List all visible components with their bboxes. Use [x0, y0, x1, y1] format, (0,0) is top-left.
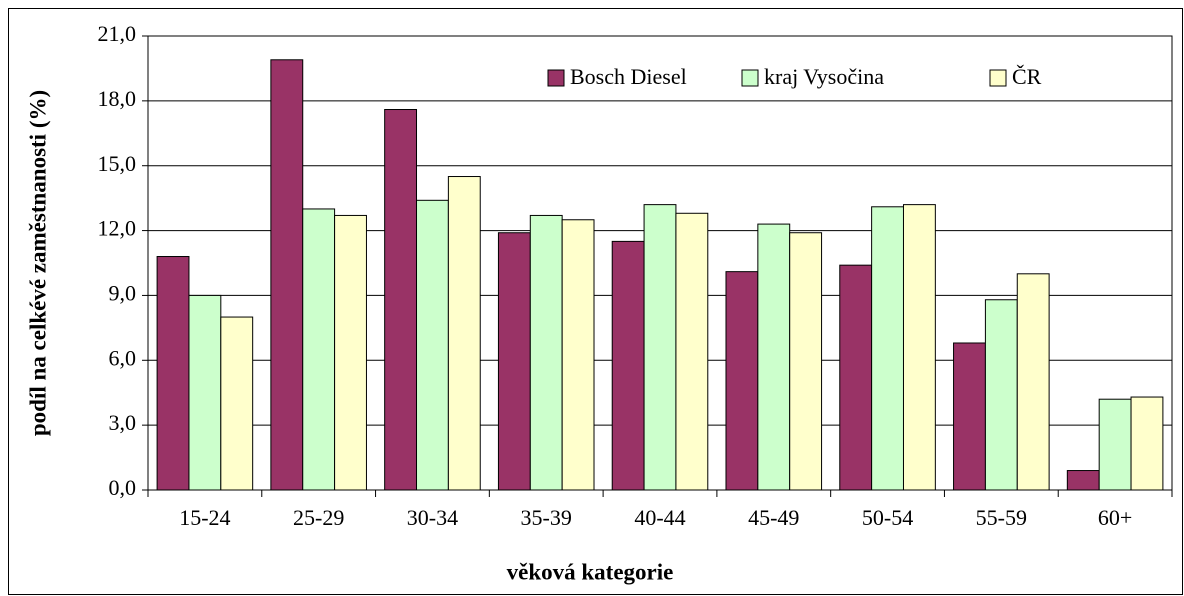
x-tick-label: 60+ [1098, 505, 1132, 530]
bar [643, 204, 677, 491]
bar [156, 256, 190, 491]
legend-swatch [547, 69, 565, 87]
bar [1016, 273, 1050, 491]
bar [839, 264, 873, 491]
bar [416, 199, 449, 491]
x-tick-label: 30-34 [407, 505, 458, 530]
bar [757, 223, 791, 491]
x-tick-label: 55-59 [976, 505, 1027, 530]
y-tick-label: 0,0 [109, 475, 137, 500]
y-tick-label: 3,0 [109, 410, 137, 435]
x-axis-title: věková kategorie [507, 559, 674, 584]
y-axis-title: podíl na celkévé zaměstnanosti (%) [25, 90, 50, 436]
y-tick-label: 21,0 [98, 21, 137, 46]
bar [871, 206, 904, 491]
legend-swatch [741, 69, 759, 87]
bar [220, 316, 254, 491]
bar [1066, 470, 1100, 491]
bar [270, 59, 304, 491]
x-tick-label: 15-24 [179, 505, 230, 530]
bar [611, 240, 645, 491]
y-tick-label: 12,0 [98, 216, 137, 241]
bar [334, 214, 367, 491]
bar [384, 109, 418, 491]
y-tick-label: 9,0 [109, 280, 137, 305]
legend-label: Bosch Diesel [570, 64, 687, 89]
bar [447, 176, 481, 491]
bar [725, 271, 759, 491]
x-tick-label: 40-44 [634, 505, 685, 530]
legend-swatch [989, 69, 1007, 87]
y-tick-label: 6,0 [109, 345, 137, 370]
bar [188, 294, 222, 491]
chart-frame [8, 8, 1183, 595]
y-tick-label: 15,0 [98, 151, 137, 176]
bar [561, 219, 595, 491]
x-tick-label: 50-54 [862, 505, 913, 530]
bar [984, 299, 1018, 491]
plot-frame [147, 35, 1173, 491]
y-tick-label: 18,0 [98, 86, 137, 111]
legend-label: ČR [1012, 64, 1042, 89]
bar [902, 204, 936, 491]
x-tick-label: 25-29 [293, 505, 344, 530]
bar [675, 212, 709, 491]
bar [1098, 398, 1132, 491]
x-tick-label: 35-39 [521, 505, 572, 530]
bar [1130, 396, 1164, 491]
legend-label: kraj Vysočina [764, 64, 884, 89]
bar [497, 232, 531, 491]
x-tick-label: 45-49 [748, 505, 799, 530]
bar [953, 342, 986, 491]
bar [302, 208, 336, 491]
bar [529, 214, 563, 491]
bar [789, 232, 823, 491]
